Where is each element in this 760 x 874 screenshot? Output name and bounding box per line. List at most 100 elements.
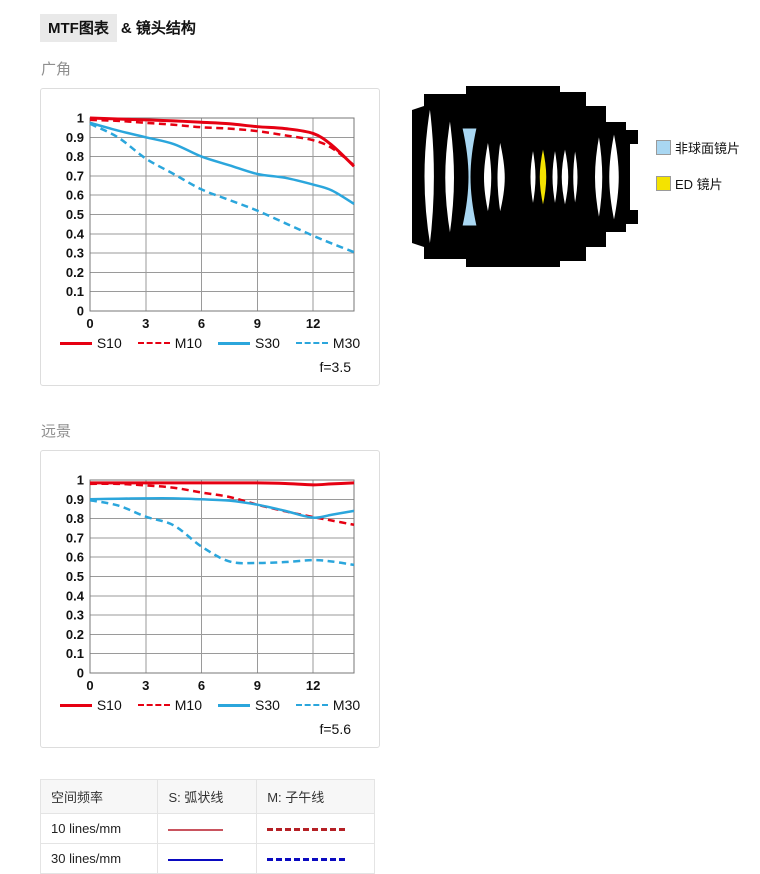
legend-item-m30: M30 — [295, 697, 361, 713]
x-tick-label: 6 — [198, 316, 205, 331]
y-tick-label: 0 — [77, 666, 84, 681]
y-tick-label: 1 — [77, 473, 84, 488]
legend-item-s10: S10 — [59, 697, 122, 713]
y-tick-label: 0.9 — [66, 130, 84, 145]
row-label: 10 lines/mm — [39, 813, 159, 844]
series-M30 — [89, 122, 355, 254]
y-tick-label: 0.4 — [66, 226, 85, 241]
legend-label: S30 — [255, 335, 280, 351]
section-wide-angle: 广角 0 0.1 0.2 0.3 0.4 0.5 0.6 0.7 0.8 0.9 1 0 3 6 9 12 S… — [40, 58, 760, 386]
y-tick-label: 0 — [77, 304, 84, 319]
y-tick-label: 0.9 — [66, 492, 84, 507]
y-tick-label: 0.8 — [66, 149, 84, 164]
y-tick-label: 0.1 — [66, 646, 84, 661]
series-M30 — [89, 499, 355, 567]
plot-frame — [89, 117, 355, 312]
y-tick-label: 0.2 — [66, 265, 84, 280]
aspherical-swatch — [656, 140, 671, 155]
s30-line-sample — [218, 341, 250, 345]
lens-element — [560, 146, 570, 208]
mtf-chart-card-tele: 0 0.1 0.2 0.3 0.4 0.5 0.6 0.7 0.8 0.9 1 0 3 6 9 12 S10 … — [40, 450, 380, 748]
legend-item-m30: M30 — [295, 335, 361, 351]
aperture-label-wide: f=3.5 — [319, 359, 351, 375]
m30-line-sample — [295, 342, 328, 344]
mtf-chart-card-wide: 0 0.1 0.2 0.3 0.4 0.5 0.6 0.7 0.8 0.9 1 0 3 6 9 12 S10 … — [40, 88, 380, 386]
x-tick-label: 9 — [254, 316, 261, 331]
m10-line-sample — [137, 342, 170, 344]
y-tick-label: 0.8 — [66, 511, 84, 526]
aspherical-element — [461, 127, 478, 227]
y-tick-label: 0.7 — [66, 530, 84, 545]
x-tick-label: 12 — [306, 678, 320, 693]
legend-item-s10: S10 — [59, 335, 122, 351]
y-tick-label: 0.6 — [66, 188, 84, 203]
series-S30 — [89, 121, 355, 205]
y-tick-label: 0.1 — [66, 284, 84, 299]
lens-element — [496, 139, 506, 215]
y-tick-label: 0.4 — [66, 588, 85, 603]
y-tick-label: 1 — [77, 111, 84, 126]
s10-line-sample — [59, 341, 92, 345]
dashed-line-sample — [267, 828, 346, 832]
lens-diagram — [412, 86, 638, 267]
lens-construction-block: 非球面镜片 ED 镜片 — [410, 84, 740, 269]
series-M10 — [89, 118, 355, 167]
legend-label: M10 — [174, 697, 202, 713]
page-title: MTF图表 & 镜头结构 — [40, 14, 760, 42]
header-sagittal: S: 弧状线 — [157, 779, 258, 814]
page-title-highlight: MTF图表 — [40, 14, 117, 42]
dashed-line-sample — [267, 858, 346, 862]
legend-label: S30 — [255, 697, 280, 713]
meridional-10-cell — [256, 813, 375, 844]
mtf-chart-wide: 0 0.1 0.2 0.3 0.4 0.5 0.6 0.7 0.8 0.9 1 0 3 6 9 12 — [66, 111, 356, 331]
lens-legend-label: ED 镜片 — [675, 177, 723, 192]
solid-line-sample — [168, 858, 224, 861]
m30-line-sample — [295, 704, 328, 706]
lens-legend-label: 非球面镜片 — [675, 141, 741, 156]
y-tick-label: 0.3 — [66, 246, 84, 261]
section-heading-tele: 远景 — [41, 423, 72, 440]
y-tick-label: 0.6 — [66, 550, 84, 565]
lens-legend-aspherical: 非球面镜片 — [656, 138, 740, 157]
m10-line-sample — [137, 704, 170, 706]
mtf-chart-tele: 0 0.1 0.2 0.3 0.4 0.5 0.6 0.7 0.8 0.9 1 0 3 6 9 12 — [66, 473, 355, 694]
legend-label: M30 — [332, 335, 361, 351]
series-S10 — [89, 481, 355, 487]
sagittal-10-cell — [157, 813, 258, 844]
legend-label: S10 — [96, 335, 122, 351]
x-tick-label: 6 — [198, 678, 205, 693]
section-telephoto: 远景 0 0.1 0.2 0.3 0.4 0.5 0.6 0.7 0.8 0.9 1 0 3 6 9 12 S… — [40, 420, 760, 748]
page-title-rest: & 镜头结构 — [120, 20, 196, 37]
y-tick-label: 0.5 — [66, 569, 84, 584]
solid-line-sample — [168, 828, 224, 831]
lens-legend: 非球面镜片 ED 镜片 — [656, 138, 740, 193]
legend-label: M30 — [332, 697, 361, 713]
x-tick-label: 0 — [86, 316, 93, 331]
y-tick-label: 0.2 — [66, 627, 84, 642]
lens-element — [423, 105, 435, 248]
lens-element — [529, 147, 537, 207]
x-tick-label: 3 — [142, 316, 149, 331]
header-meridional: M: 子午线 — [256, 779, 375, 814]
y-tick-label: 0.7 — [66, 168, 84, 183]
plot-frame — [89, 479, 355, 674]
chart-legend-tele: S10 M10 S30 M30 — [41, 697, 379, 713]
x-tick-label: 12 — [306, 316, 320, 331]
header-spatial-frequency: 空间频率 — [39, 779, 159, 814]
meridional-30-cell — [256, 843, 375, 874]
axis-tick-labels: 0 0.1 0.2 0.3 0.4 0.5 0.6 0.7 0.8 0.9 1 0 3 6 9 12 — [66, 473, 320, 694]
series-S30 — [89, 496, 355, 519]
chart-legend-wide: S10 M10 S30 M30 — [41, 335, 379, 351]
series-S10 — [89, 116, 356, 168]
table-row: 30 lines/mm — [39, 843, 375, 874]
spatial-frequency-table: 空间频率 S: 弧状线 M: 子午线 10 lines/mm 30 lines/… — [39, 779, 375, 874]
row-label: 30 lines/mm — [39, 843, 159, 874]
table-header-row: 空间频率 S: 弧状线 M: 子午线 — [39, 779, 375, 814]
x-tick-label: 9 — [254, 678, 261, 693]
lens-element — [594, 133, 604, 221]
ed-swatch — [656, 176, 671, 191]
lens-element — [608, 131, 620, 223]
lens-element — [551, 147, 559, 207]
ed-element — [538, 146, 548, 208]
